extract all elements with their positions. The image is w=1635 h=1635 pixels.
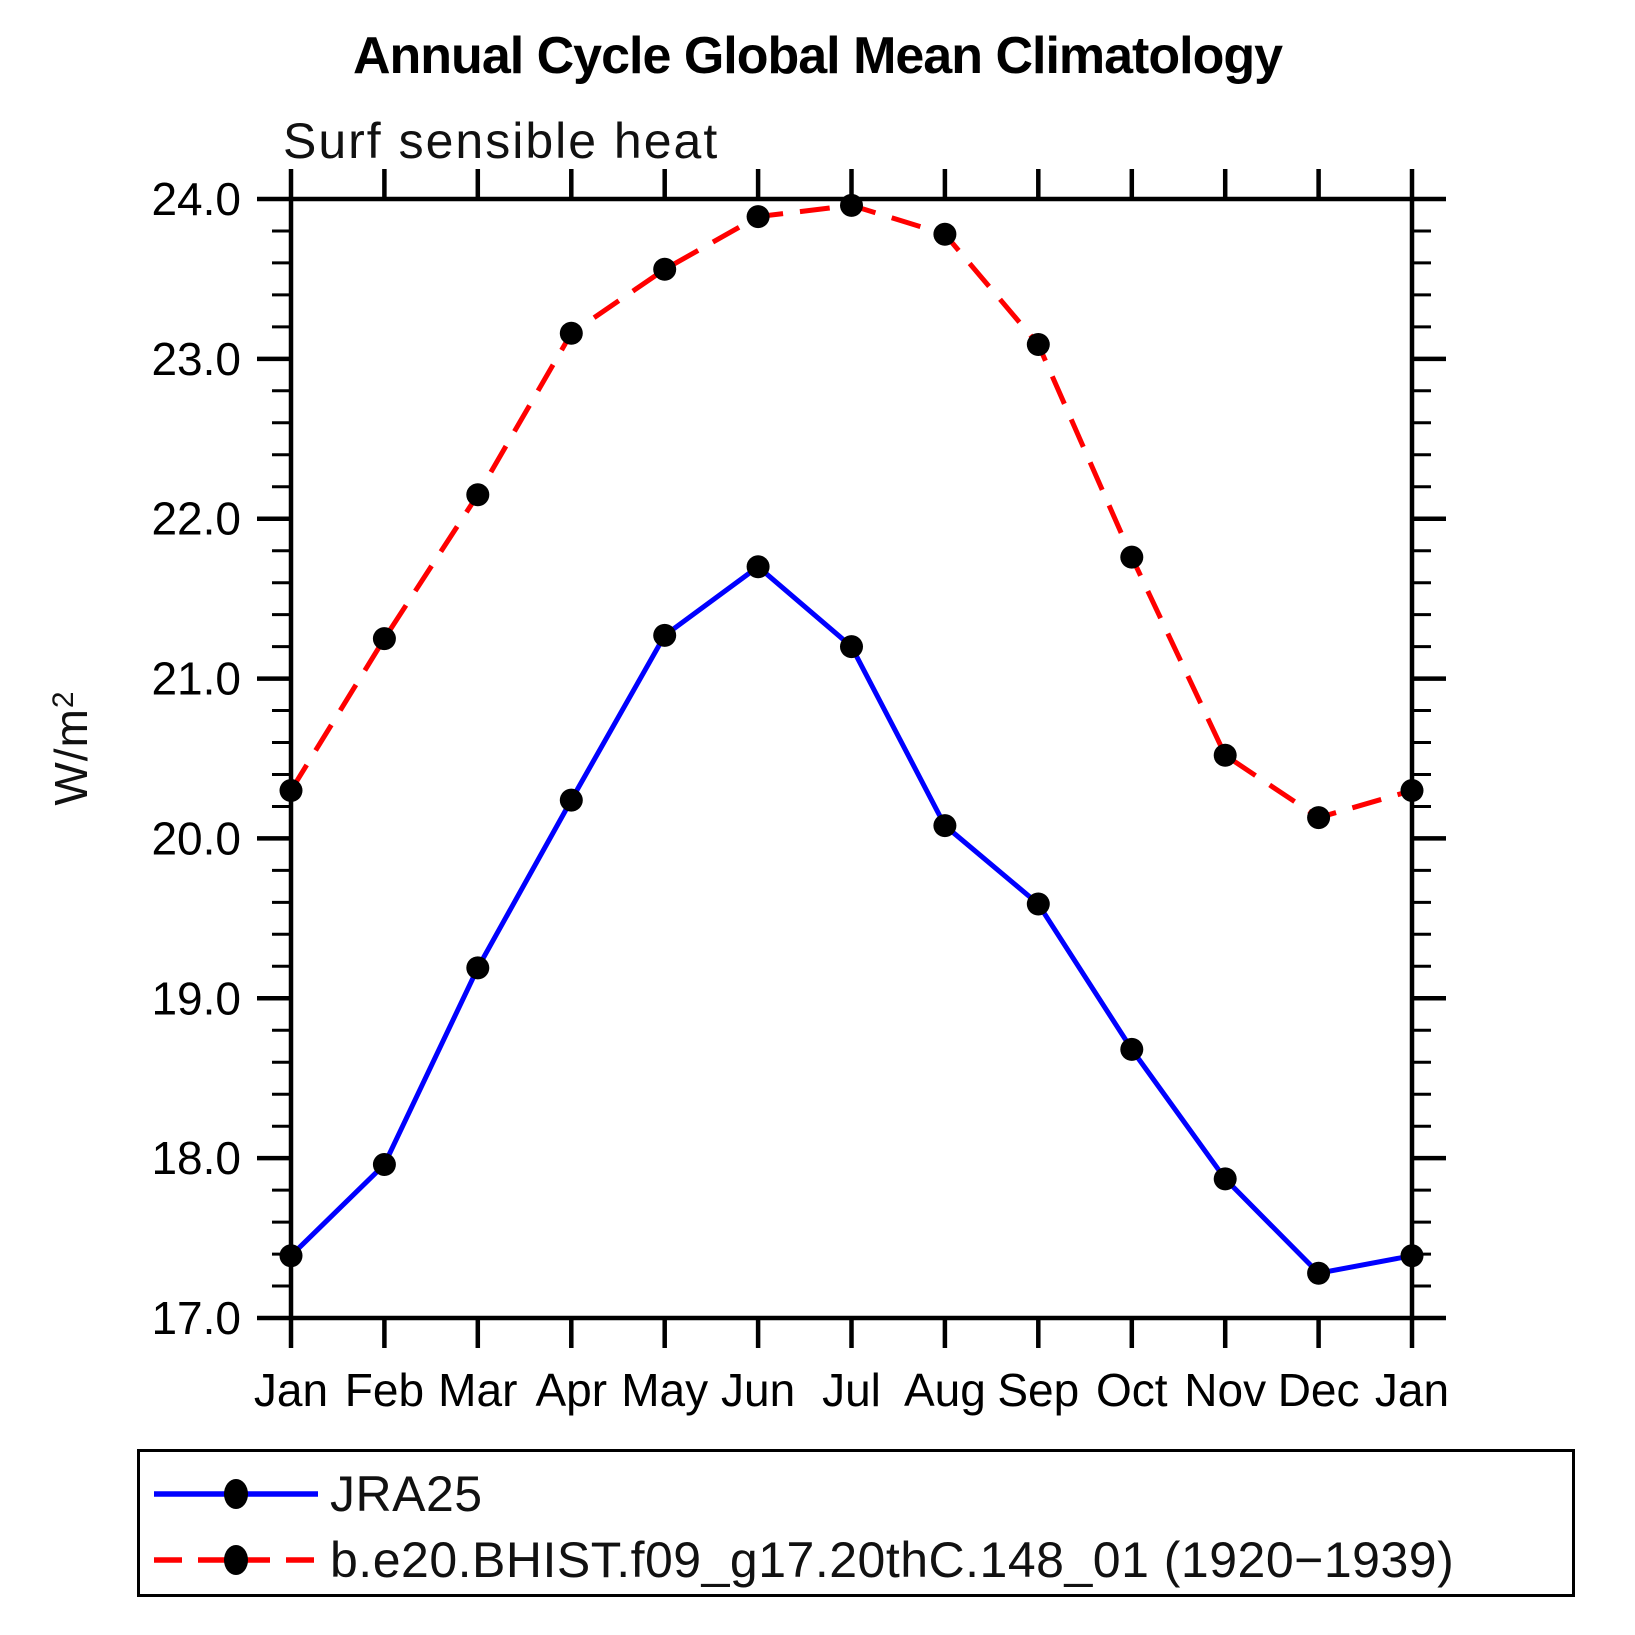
legend-label: JRA25 — [330, 1466, 483, 1522]
data-point-marker — [466, 483, 490, 507]
x-tick-label: Sep — [997, 1364, 1079, 1416]
axis-frame — [288, 196, 1415, 1321]
y-tick-label: 23.0 — [151, 333, 241, 385]
x-tick-label: Dec — [1278, 1364, 1360, 1416]
legend-sample-line — [154, 1479, 318, 1509]
x-tick-label: Nov — [1184, 1364, 1266, 1416]
y-tick-label: 18.0 — [151, 1132, 241, 1184]
data-point-marker — [1307, 1261, 1331, 1285]
x-tick-label: Oct — [1096, 1364, 1168, 1416]
y-tick-label: 22.0 — [151, 493, 241, 545]
y-tick-label: 21.0 — [151, 653, 241, 705]
data-point-marker — [1120, 1037, 1144, 1061]
legend-sample-line — [154, 1545, 318, 1575]
data-point-marker — [653, 257, 677, 281]
data-point-marker — [653, 623, 677, 647]
legend-item-model: b.e20.BHIST.f09_g17.20thC.148_01 (1920−1… — [148, 1530, 1454, 1590]
data-point-marker — [933, 222, 957, 246]
data-point-marker — [1307, 806, 1331, 830]
x-tick-label: Jan — [1375, 1364, 1449, 1416]
x-tick-label: May — [621, 1364, 708, 1416]
data-point-marker — [559, 788, 583, 812]
x-tick-label: Jul — [822, 1364, 881, 1416]
legend-label: b.e20.BHIST.f09_g17.20thC.148_01 (1920−1… — [330, 1532, 1455, 1588]
data-point-marker — [372, 627, 396, 651]
x-tick-label: Feb — [345, 1364, 424, 1416]
data-point-marker — [1026, 333, 1050, 356]
chart-subtitle: Surf sensible heat — [283, 113, 720, 169]
legend-box: JRA25 b.e20.BHIST.f09_g17.20thC.148_01 (… — [137, 1449, 1575, 1597]
data-point-marker — [746, 555, 770, 579]
data-point-marker — [840, 193, 863, 217]
x-tick-label: Jun — [721, 1364, 795, 1416]
data-point-marker — [1400, 1244, 1424, 1268]
data-point-marker — [1026, 892, 1050, 916]
data-point-marker — [466, 956, 490, 980]
data-point-marker — [279, 1244, 303, 1268]
series-line — [288, 202, 1413, 821]
data-point-marker — [933, 814, 957, 838]
y-tick-label: 24.0 — [151, 173, 241, 225]
series-line — [289, 563, 1413, 1276]
data-point-marker — [746, 205, 770, 229]
legend-item-jra25: JRA25 — [148, 1464, 483, 1524]
x-tick-label: Mar — [438, 1364, 517, 1416]
data-point-marker — [1213, 743, 1237, 767]
x-tick-label: Jan — [254, 1364, 328, 1416]
data-point-marker — [1120, 545, 1144, 569]
x-tick-label: Aug — [904, 1364, 986, 1416]
data-point-marker — [1213, 1167, 1237, 1191]
legend-sample-marker — [224, 1479, 248, 1509]
data-point-marker — [840, 635, 863, 659]
x-tick-label: Apr — [536, 1364, 608, 1416]
y-tick-label: 19.0 — [151, 972, 241, 1024]
data-point-marker — [1400, 779, 1424, 802]
data-point-marker — [279, 779, 303, 802]
data-point-marker — [559, 321, 583, 345]
chart-title: Annual Cycle Global Mean Climatology — [352, 27, 1283, 85]
data-point-marker — [372, 1153, 396, 1176]
legend-sample-marker — [224, 1545, 248, 1575]
y-tick-label: 17.0 — [151, 1292, 241, 1344]
y-tick-label: 20.0 — [151, 812, 241, 864]
